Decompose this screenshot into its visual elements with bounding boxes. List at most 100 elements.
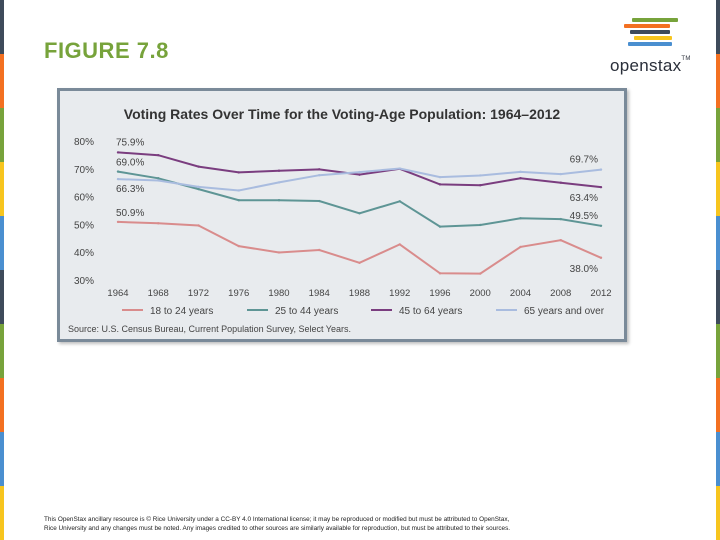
data-point	[116, 220, 120, 224]
data-point	[277, 199, 281, 202]
logo-bar	[632, 18, 678, 22]
data-point	[519, 217, 522, 220]
logo-bar	[634, 36, 672, 40]
data-point	[438, 183, 442, 186]
data-point	[197, 165, 200, 168]
logo-bar	[624, 24, 670, 28]
data-point	[398, 167, 401, 170]
data-point	[438, 272, 442, 275]
data-point	[358, 173, 361, 176]
data-point	[157, 177, 160, 180]
license-line-2: Rice University and any changes must be …	[44, 525, 511, 532]
data-point	[599, 256, 603, 259]
start-value-label: 50.9%	[116, 208, 144, 219]
voting-rates-chart: Voting Rates Over Time for the Voting-Ag…	[68, 106, 612, 334]
y-tick-label: 40%	[74, 248, 94, 259]
end-value-label: 69.7%	[570, 155, 598, 166]
y-tick-label: 70%	[74, 165, 94, 176]
data-point	[358, 170, 361, 174]
data-point	[197, 185, 200, 189]
stripe-segment	[0, 54, 4, 108]
legend-label: 25 to 44 years	[275, 306, 338, 317]
logo-bar	[628, 42, 672, 46]
data-point	[559, 239, 562, 242]
stripe-segment	[716, 432, 720, 486]
data-point	[277, 181, 281, 184]
data-point	[277, 251, 281, 254]
stripe-segment	[716, 270, 720, 324]
stripe-segment	[0, 432, 4, 486]
data-point	[519, 170, 522, 174]
series-line-2	[117, 151, 602, 189]
data-point	[479, 174, 482, 177]
stripe-segment	[716, 54, 720, 108]
data-point	[237, 199, 240, 202]
stripe-segment	[0, 270, 4, 324]
data-point	[318, 199, 321, 203]
end-value-label: 38.0%	[570, 264, 598, 275]
data-point	[559, 217, 562, 221]
x-tick-label: 1968	[148, 288, 169, 299]
data-point	[519, 177, 522, 180]
data-point	[358, 261, 361, 264]
data-point	[438, 175, 442, 179]
x-tick-label: 2012	[590, 288, 611, 299]
legend-label: 45 to 64 years	[399, 306, 462, 317]
stripe-segment	[716, 0, 720, 54]
x-tick-label: 1976	[228, 288, 249, 299]
stripe-segment	[0, 216, 4, 270]
data-point	[599, 224, 603, 227]
x-tick-label: 1972	[188, 288, 209, 299]
stripe-segment	[0, 162, 4, 216]
data-point	[479, 184, 482, 187]
data-point	[157, 222, 160, 225]
chart-title: Voting Rates Over Time for the Voting-Ag…	[124, 106, 561, 122]
stripe-segment	[0, 378, 4, 432]
chart-source: Source: U.S. Census Bureau, Current Popu…	[68, 324, 351, 334]
right-color-stripe	[716, 0, 720, 540]
chart-panel: Voting Rates Over Time for the Voting-Ag…	[57, 88, 627, 342]
x-tick-label: 1988	[349, 288, 370, 299]
data-point	[116, 177, 120, 181]
left-color-stripe	[0, 0, 4, 540]
series-line-0	[117, 220, 602, 275]
data-point	[398, 243, 401, 246]
data-point	[157, 153, 160, 157]
figure-label: FIGURE 7.8	[44, 38, 169, 63]
logo-tm: TM	[681, 56, 691, 62]
data-point	[519, 245, 522, 249]
data-point	[318, 248, 321, 252]
stripe-segment	[716, 324, 720, 378]
data-point	[237, 244, 240, 248]
x-tick-label: 1964	[107, 288, 128, 299]
stripe-segment	[716, 108, 720, 162]
data-point	[237, 171, 240, 174]
legend-label: 18 to 24 years	[150, 306, 213, 317]
x-tick-label: 2000	[470, 288, 491, 299]
start-value-label: 75.9%	[116, 137, 144, 148]
data-point	[358, 212, 361, 215]
end-value-label: 49.5%	[570, 211, 598, 222]
y-tick-label: 30%	[74, 276, 94, 287]
license-line-1: This OpenStax ancillary resource is © Ri…	[44, 516, 510, 523]
data-point	[116, 170, 120, 173]
logo-wordmark: openstaxTM	[610, 56, 691, 75]
stripe-segment	[0, 324, 4, 378]
data-point	[197, 187, 200, 191]
x-tick-label: 1980	[268, 288, 289, 299]
stripe-segment	[716, 216, 720, 270]
x-tick-label: 1984	[309, 288, 330, 299]
stripe-segment	[716, 162, 720, 216]
data-point	[479, 272, 482, 275]
data-point	[197, 224, 200, 227]
data-point	[318, 173, 321, 177]
data-point	[318, 168, 321, 171]
openstax-logo: openstaxTM	[610, 18, 700, 78]
data-point	[237, 189, 240, 192]
y-tick-label: 50%	[74, 220, 94, 231]
x-tick-label: 2004	[510, 288, 531, 299]
stripe-segment	[716, 378, 720, 432]
stripe-segment	[0, 0, 4, 54]
license-footer: This OpenStax ancillary resource is © Ri…	[44, 515, 684, 533]
data-point	[277, 169, 281, 172]
